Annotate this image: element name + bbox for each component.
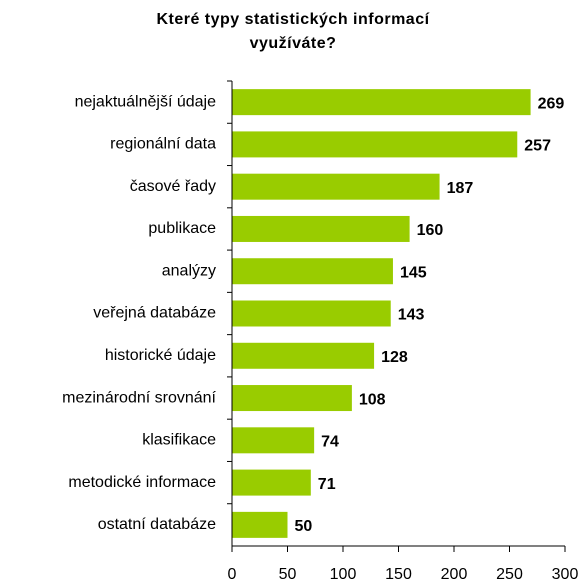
- y-tick-label: regionální data: [110, 136, 216, 153]
- value-label: 187: [447, 180, 474, 197]
- y-tick-label: analýzy: [162, 262, 216, 279]
- x-tick-label: 50: [279, 566, 297, 583]
- y-tick-label: historické údaje: [105, 347, 216, 364]
- value-label: 108: [359, 391, 386, 408]
- value-label: 128: [381, 349, 408, 366]
- y-tick-label: mezinárodní srovnání: [62, 389, 216, 406]
- x-tick-label: 100: [330, 566, 357, 583]
- bar: [232, 427, 315, 454]
- bar: [232, 258, 393, 285]
- x-tick-label: 250: [496, 566, 523, 583]
- value-label: 269: [538, 95, 565, 112]
- y-tick-label: nejaktuálnější údaje: [75, 93, 217, 110]
- x-tick-label: 200: [441, 566, 468, 583]
- value-label: 257: [524, 138, 551, 155]
- bar: [232, 300, 391, 327]
- bar: [232, 89, 531, 116]
- bar: [232, 342, 375, 369]
- value-label: 145: [400, 264, 427, 281]
- value-label: 71: [318, 476, 336, 493]
- bar: [232, 173, 440, 200]
- x-tick-label: 300: [552, 566, 579, 583]
- value-label: 50: [295, 518, 313, 535]
- y-tick-label: ostatní databáze: [98, 516, 216, 533]
- bar: [232, 131, 518, 158]
- bar: [232, 385, 352, 412]
- x-tick-label: 150: [385, 566, 412, 583]
- bar: [232, 215, 410, 242]
- bar: [232, 469, 311, 496]
- value-label: 160: [417, 222, 444, 239]
- chart-title: Které typy statistických informací: [156, 11, 429, 28]
- y-tick-label: časové řady: [130, 178, 216, 195]
- y-tick-label: publikace: [148, 220, 216, 237]
- value-label: 74: [321, 434, 339, 451]
- y-tick-label: veřejná databáze: [93, 305, 216, 322]
- y-tick-label: klasifikace: [142, 432, 216, 449]
- x-tick-label: 0: [228, 566, 237, 583]
- chart-title: využíváte?: [250, 35, 337, 52]
- value-label: 143: [398, 307, 425, 324]
- bar: [232, 511, 288, 538]
- y-tick-label: metodické informace: [68, 474, 216, 491]
